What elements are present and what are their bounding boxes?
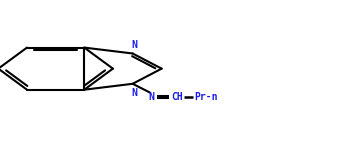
Text: CH: CH [172, 92, 183, 102]
Text: N: N [148, 92, 154, 102]
Text: Pr-n: Pr-n [194, 92, 218, 102]
Text: N: N [131, 88, 137, 98]
Text: N: N [131, 40, 137, 50]
